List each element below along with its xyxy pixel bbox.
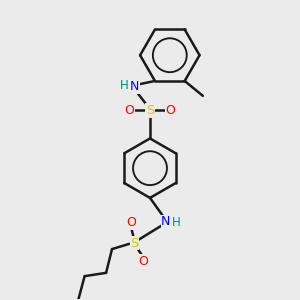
Text: O: O [138,255,148,268]
Text: N: N [161,215,170,228]
Text: N: N [130,80,139,93]
Text: H: H [171,216,180,229]
Text: O: O [124,104,134,117]
Text: H: H [120,79,129,92]
Text: O: O [126,216,136,229]
Text: S: S [146,104,154,117]
Text: S: S [130,237,139,250]
Text: O: O [166,104,176,117]
